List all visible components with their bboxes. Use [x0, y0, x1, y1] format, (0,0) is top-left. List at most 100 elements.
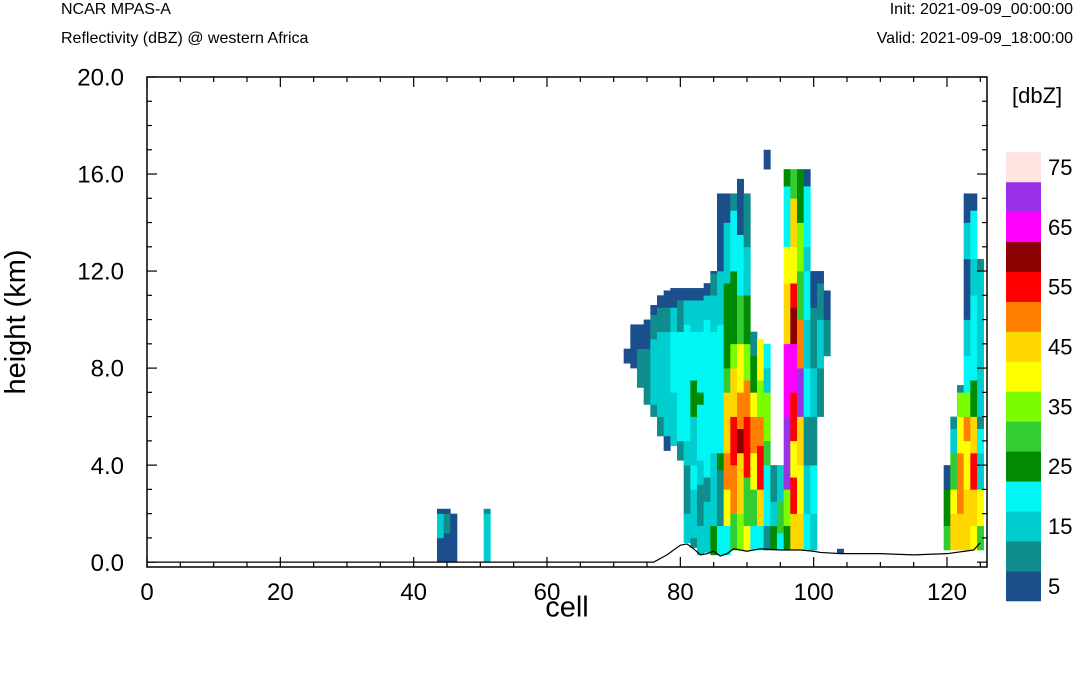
- reflectivity-cell: [623, 348, 631, 364]
- reflectivity-cell: [683, 440, 691, 466]
- reflectivity-cell: [783, 169, 791, 187]
- reflectivity-cell: [677, 300, 684, 332]
- reflectivity-cell: [783, 283, 791, 345]
- reflectivity-cell: [677, 331, 684, 442]
- reflectivity-cell: [697, 288, 704, 301]
- reflectivity-cell: [683, 465, 691, 514]
- reflectivity-cell: [637, 348, 644, 388]
- reflectivity-cell: [697, 404, 704, 461]
- reflectivity-cell: [950, 489, 958, 514]
- reflectivity-cell: [750, 525, 758, 551]
- y-axis-title: height (km): [0, 249, 32, 394]
- reflectivity-cell: [743, 246, 751, 296]
- reflectivity-cell: [710, 331, 718, 454]
- reflectivity-cell: [790, 169, 798, 199]
- reflectivity-cell: [690, 465, 698, 490]
- reflectivity-cell: [443, 533, 451, 563]
- reflectivity-cell: [737, 178, 744, 235]
- reflectivity-cell: [730, 416, 738, 466]
- reflectivity-cell: [730, 368, 738, 417]
- reflectivity-cell: [950, 452, 958, 490]
- reflectivity-cell: [743, 295, 751, 345]
- reflectivity-cell: [663, 331, 671, 437]
- reflectivity-cell: [963, 440, 971, 490]
- reflectivity-cell: [957, 452, 964, 514]
- reflectivity-cell: [977, 258, 984, 272]
- colorbar-swatch: [1006, 571, 1041, 602]
- reflectivity-cell: [657, 307, 664, 333]
- reflectivity-cell: [963, 355, 971, 393]
- reflectivity-cell: [810, 307, 818, 369]
- reflectivity-cell: [783, 186, 791, 248]
- reflectivity-cell: [797, 222, 804, 272]
- reflectivity-cell: [963, 258, 971, 320]
- x-tick-label: 20: [267, 579, 294, 606]
- reflectivity-cell: [730, 343, 738, 369]
- reflectivity-cell: [670, 288, 678, 308]
- reflectivity-cell: [803, 513, 811, 551]
- y-tick-label: 4.0: [91, 453, 124, 480]
- reflectivity-cell: [697, 525, 704, 556]
- reflectivity-cell: [803, 271, 811, 320]
- reflectivity-cell: [757, 338, 764, 381]
- plot-frame: [146, 76, 988, 568]
- reflectivity-cell: [710, 295, 718, 333]
- reflectivity-cell: [650, 404, 658, 417]
- colorbar-label: 45: [1048, 334, 1072, 359]
- reflectivity-cell: [730, 271, 738, 345]
- colorbar-label: 65: [1048, 215, 1072, 240]
- reflectivity-cell: [663, 290, 671, 308]
- reflectivity-cell: [763, 440, 771, 466]
- colorbar: 5 15 25 35 45 55 65 75: [1006, 152, 1072, 602]
- reflectivity-cell: [823, 319, 831, 357]
- reflectivity-cell: [817, 319, 824, 369]
- reflectivity-cell: [970, 210, 978, 260]
- x-tick-label: 100: [794, 579, 834, 606]
- field-title: Reflectivity (dBZ) @ western Africa: [61, 30, 309, 47]
- reflectivity-cell: [750, 331, 758, 357]
- reflectivity-cell: [810, 513, 818, 551]
- reflectivity-cell: [743, 343, 751, 381]
- reflectivity-cell: [737, 343, 744, 393]
- reflectivity-cell: [803, 169, 811, 187]
- reflectivity-cell: [803, 319, 811, 369]
- reflectivity-cell: [690, 416, 698, 466]
- valid-time: Valid: 2021-09-09_18:00:00: [876, 30, 1073, 47]
- reflectivity-cell: [683, 324, 691, 442]
- reflectivity-cell: [703, 452, 711, 478]
- reflectivity-cell: [783, 246, 791, 284]
- x-tick-label: 40: [400, 579, 427, 606]
- colorbar-swatch: [1006, 331, 1041, 362]
- colorbar-swatch: [1006, 301, 1041, 332]
- reflectivity-cell: [957, 416, 964, 454]
- reflectivity-cell: [797, 169, 804, 223]
- reflectivity-cell: [797, 465, 804, 514]
- reflectivity-cell: [803, 368, 811, 417]
- reflectivity-cell: [763, 368, 771, 393]
- reflectivity-cell: [957, 513, 964, 551]
- reflectivity-cell: [943, 465, 951, 490]
- reflectivity-cell: [803, 246, 811, 272]
- reflectivity-cell: [803, 416, 811, 466]
- reflectivity-cell: [970, 416, 978, 454]
- reflectivity-cell: [763, 343, 771, 369]
- reflectivity-cell: [730, 210, 738, 272]
- reflectivity-cell: [943, 489, 951, 527]
- y-tick-label: 0.0: [91, 550, 124, 577]
- reflectivity-cell: [790, 392, 798, 442]
- reflectivity-cells: [437, 149, 984, 563]
- reflectivity-cell: [770, 501, 778, 527]
- reflectivity-cell: [757, 525, 764, 551]
- reflectivity-cell: [697, 331, 704, 393]
- reflectivity-cell: [697, 300, 704, 332]
- colorbar-unit: [dbZ]: [1012, 83, 1062, 108]
- reflectivity-cell: [670, 392, 678, 447]
- reflectivity-cell: [963, 416, 971, 442]
- reflectivity-cell: [783, 489, 791, 527]
- reflectivity-cell: [437, 508, 444, 514]
- reflectivity-cell: [643, 348, 651, 405]
- reflectivity-cell: [770, 465, 778, 502]
- x-tick-label: 120: [927, 579, 967, 606]
- colorbar-swatch: [1006, 152, 1041, 183]
